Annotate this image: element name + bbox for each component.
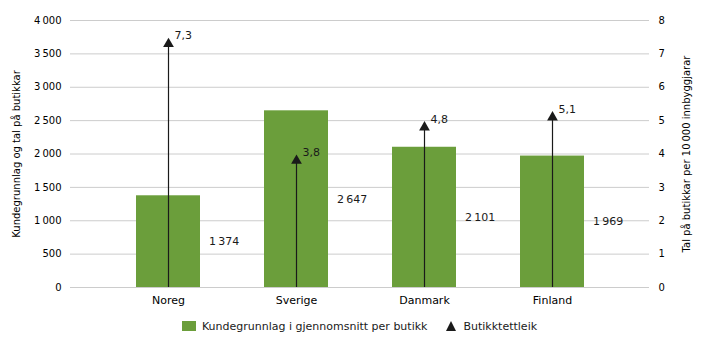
svg-text:2 101: 2 101 [465, 211, 495, 224]
svg-text:4,8: 4,8 [431, 113, 449, 126]
svg-text:1 374: 1 374 [209, 235, 239, 248]
svg-text:2 000: 2 000 [34, 148, 61, 159]
svg-text:Tal på butikkar per 10 000 inn: Tal på butikkar per 10 000 innbyggjarar [680, 55, 692, 254]
html-text:Kundegrunnlag i gjennomsnitt p: Kundegrunnlag i gjennomsnitt per butikk [201, 319, 428, 333]
svg-text:Noreg: Noreg [152, 294, 185, 307]
svg-text:2: 2 [659, 215, 665, 226]
svg-text:3: 3 [659, 182, 665, 193]
svg-text:1 969: 1 969 [593, 215, 623, 228]
svg-text:5,1: 5,1 [559, 103, 577, 116]
svg-text:1 000: 1 000 [34, 215, 61, 226]
svg-text:Kundegrunnlag og tal på butikk: Kundegrunnlag og tal på butikkar [10, 69, 22, 237]
svg-text:3,8: 3,8 [303, 146, 321, 159]
svg-text:500: 500 [42, 248, 61, 259]
svg-text:3 000: 3 000 [34, 81, 61, 92]
svg-text:2 647: 2 647 [337, 193, 367, 206]
svg-text:0: 0 [55, 282, 61, 293]
svg-text:1 500: 1 500 [34, 182, 61, 193]
svg-text:7: 7 [659, 48, 665, 59]
html-text:Butikktettleik: Butikktettleik [463, 319, 538, 333]
svg-text:7,3: 7,3 [175, 29, 193, 42]
svg-text:Danmark: Danmark [399, 294, 450, 307]
svg-text:3 500: 3 500 [34, 48, 61, 59]
svg-text:1: 1 [659, 248, 665, 259]
svg-text:4 000: 4 000 [34, 15, 61, 26]
svg-text:2 500: 2 500 [34, 115, 61, 126]
svg-text:4: 4 [659, 148, 665, 159]
svg-text:8: 8 [659, 15, 665, 26]
svg-text:Finland: Finland [533, 294, 572, 307]
svg-text:6: 6 [659, 81, 665, 92]
svg-text:Sverige: Sverige [276, 294, 318, 307]
svg-text:5: 5 [659, 115, 665, 126]
svg-text:0: 0 [659, 282, 665, 293]
